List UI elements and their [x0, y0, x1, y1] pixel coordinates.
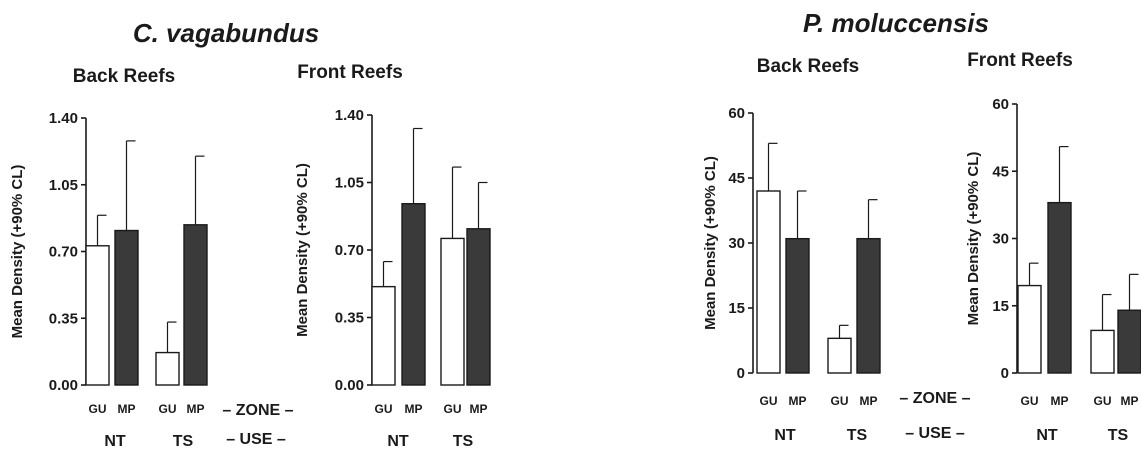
y-tick-label: 1.05 — [49, 177, 78, 194]
bar-ts-gu — [827, 337, 852, 374]
use-group-label: TS — [1108, 427, 1129, 444]
zone-tick-label: GU — [760, 394, 778, 408]
panel-title-pm-back: Back Reefs — [757, 56, 859, 77]
y-tick-label: 45 — [992, 163, 1009, 180]
bar-ts-mp — [183, 224, 208, 386]
panel-title-pm-front: Front Reefs — [967, 50, 1073, 71]
zone-tick-label: GU — [831, 394, 849, 408]
y-tick-label: 0.00 — [335, 377, 364, 394]
y-axis-label: Mean Density (+90% CL) — [965, 152, 982, 326]
y-tick-label: 0.70 — [49, 244, 78, 261]
bar-ts-mp — [856, 237, 881, 374]
zone-tick-label: GU — [444, 402, 462, 416]
y-tick-label: 0.70 — [335, 242, 364, 259]
use-label-right: – USE – — [905, 425, 965, 442]
zone-tick-label: GU — [375, 402, 393, 416]
zone-tick-label: MP — [470, 402, 488, 416]
y-axis-label: Mean Density (+90% CL) — [9, 165, 26, 339]
y-tick-label: 60 — [728, 105, 745, 122]
zone-tick-label: GU — [89, 402, 107, 416]
y-tick-label: 1.40 — [335, 107, 364, 124]
y-tick-label: 30 — [992, 231, 1009, 248]
y-tick-label: 0.00 — [49, 377, 78, 394]
y-axis-label: Mean Density (+90% CL) — [702, 156, 719, 330]
y-tick-label: 30 — [728, 235, 745, 252]
bar-nt-mp — [114, 229, 139, 386]
y-tick-label: 45 — [728, 170, 745, 187]
zone-label-left: – ZONE – — [222, 402, 293, 419]
bar-nt-gu — [1017, 284, 1042, 374]
use-group-label: TS — [453, 433, 474, 450]
use-group-label: NT — [104, 433, 126, 450]
chart-panel-3: 0 15 30 45 60 Mean Density (+90% CL) GU MP GU MP N… — [965, 96, 1141, 444]
panel-title-cv-back: Back Reefs — [73, 66, 175, 87]
chart-panel-0: 0.00 0.35 0.70 1.05 1.40 Mean Density (+90% C… — [9, 110, 208, 450]
zone-tick-label: GU — [159, 402, 177, 416]
bar-nt-mp — [401, 203, 426, 386]
y-tick-label: 15 — [992, 298, 1009, 315]
zone-tick-label: MP — [118, 402, 136, 416]
zone-label-right: – ZONE – — [899, 390, 970, 407]
bar-ts-mp — [466, 228, 491, 386]
y-axis-label: Mean Density (+90% CL) — [294, 163, 311, 337]
use-group-label: NT — [387, 433, 409, 450]
use-label-left: – USE – — [226, 431, 286, 448]
use-group-label: NT — [1036, 427, 1058, 444]
bar-ts-gu — [1090, 329, 1115, 374]
use-group-label: TS — [173, 433, 194, 450]
y-tick-label: 1.05 — [335, 175, 364, 192]
bar-nt-mp — [1047, 201, 1072, 374]
zone-tick-label: GU — [1094, 394, 1112, 408]
bar-nt-gu — [371, 285, 396, 386]
y-tick-label: 0.35 — [49, 310, 78, 327]
y-tick-label: 0 — [737, 365, 745, 382]
y-tick-label: 1.40 — [49, 110, 78, 127]
zone-tick-label: MP — [187, 402, 205, 416]
y-tick-label: 0.35 — [335, 310, 364, 327]
zone-tick-label: MP — [789, 394, 807, 408]
zone-tick-label: GU — [1021, 394, 1039, 408]
zone-tick-label: MP — [1051, 394, 1069, 408]
use-group-label: TS — [847, 427, 868, 444]
bar-ts-mp — [1117, 309, 1141, 374]
chart-panels: 0.00 0.35 0.70 1.05 1.40 Mean Density (+90% C… — [9, 96, 1141, 450]
zone-tick-label: MP — [405, 402, 423, 416]
zone-tick-label: MP — [1121, 394, 1139, 408]
use-group-label: NT — [774, 427, 796, 444]
y-tick-label: 0 — [1001, 365, 1009, 382]
bar-ts-gu — [440, 237, 465, 386]
chart-panel-2: 0 15 30 45 60 Mean Density (+90% CL) GU MP GU MP N… — [702, 105, 881, 444]
species-title-right: P. moluccensis — [803, 8, 989, 38]
y-tick-label: 60 — [992, 96, 1009, 113]
bar-nt-gu — [85, 245, 110, 386]
bar-ts-gu — [155, 351, 180, 386]
panel-title-cv-front: Front Reefs — [297, 62, 403, 83]
zone-tick-label: MP — [860, 394, 878, 408]
y-tick-label: 15 — [728, 300, 745, 317]
chart-panel-1: 0.00 0.35 0.70 1.05 1.40 Mean Density (+90% C… — [294, 107, 491, 450]
bar-nt-mp — [785, 237, 810, 374]
species-title-left: C. vagabundus — [133, 18, 319, 48]
bar-nt-gu — [756, 190, 781, 374]
